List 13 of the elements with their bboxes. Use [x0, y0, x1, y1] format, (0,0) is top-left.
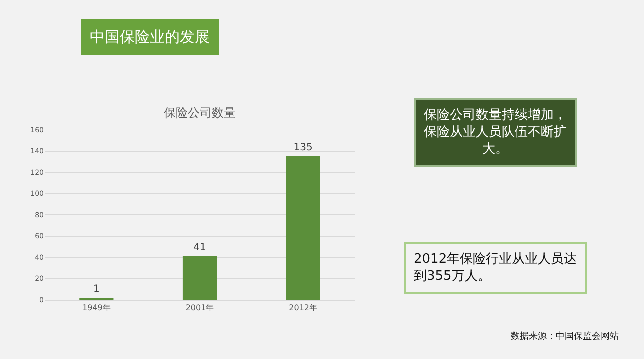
chart-title: 保险公司数量	[164, 106, 236, 120]
bar	[286, 156, 320, 300]
x-tick-label: 2001年	[186, 304, 214, 313]
x-tick-label: 2012年	[289, 304, 318, 313]
data-label: 135	[294, 142, 313, 154]
text: 中国保险业的发展	[90, 28, 210, 46]
bar	[182, 256, 218, 300]
text: 2012年保险行业从业人员达到355万人。	[414, 252, 578, 284]
x-tick-label: 1949年	[82, 304, 111, 313]
data-label: 1	[93, 284, 100, 295]
text: 保险公司数量持续增加，保险从业人员队伍不断扩大。	[424, 108, 567, 157]
source-note: 数据来源：中国保监会网站	[511, 331, 619, 342]
data-label: 41	[194, 242, 206, 254]
